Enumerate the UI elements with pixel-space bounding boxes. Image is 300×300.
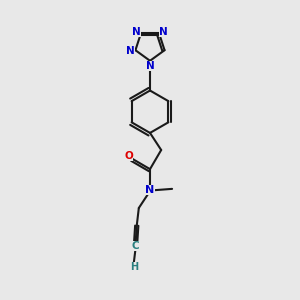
Text: N: N (132, 27, 141, 37)
Text: N: N (159, 27, 168, 37)
Text: H: H (130, 262, 138, 272)
Text: O: O (124, 152, 133, 161)
Text: C: C (132, 241, 140, 251)
Text: N: N (146, 185, 154, 195)
Text: N: N (146, 61, 154, 71)
Text: N: N (126, 46, 134, 56)
